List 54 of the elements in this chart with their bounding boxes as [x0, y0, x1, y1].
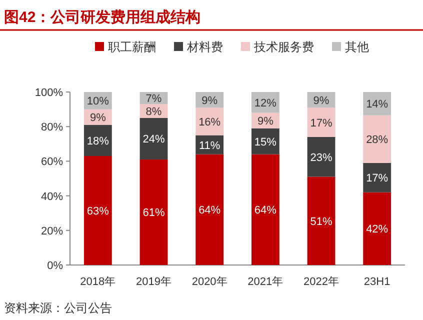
- x-tick-label: 2020年: [192, 276, 228, 288]
- bar: [84, 124, 112, 156]
- data-label: 9%: [257, 116, 274, 128]
- y-tick-label: 40%: [40, 190, 64, 203]
- x-tick-label: 2022年: [304, 276, 339, 288]
- bar: [363, 192, 392, 265]
- y-tick-label: 60%: [40, 156, 64, 168]
- legend-label: 材料费: [186, 40, 223, 54]
- data-label: 23%: [310, 152, 332, 164]
- bar: [363, 115, 392, 163]
- x-tick-label: 2019年: [136, 276, 172, 288]
- data-label: 28%: [366, 134, 388, 146]
- y-tick-label: 20%: [40, 225, 64, 238]
- bar: [84, 156, 112, 265]
- data-label: 64%: [198, 204, 221, 217]
- bar: [196, 154, 224, 265]
- bar: [307, 176, 336, 265]
- x-tick-label: 23H1: [364, 276, 390, 288]
- data-label: 61%: [142, 207, 165, 220]
- bar: [251, 154, 280, 265]
- data-label: 51%: [310, 216, 332, 228]
- x-tick-label: 2021年: [248, 276, 284, 288]
- data-label: 17%: [310, 117, 332, 130]
- data-label: 17%: [366, 172, 388, 185]
- bar: [196, 108, 224, 136]
- data-label: 16%: [198, 116, 221, 128]
- data-label: 64%: [254, 204, 277, 217]
- legend-label: 职工薪酬: [108, 40, 156, 54]
- bar: [140, 118, 168, 160]
- data-label: 18%: [86, 135, 110, 148]
- data-label: 24%: [142, 134, 165, 146]
- data-label: 7%: [146, 93, 162, 106]
- data-label: 12%: [254, 97, 277, 110]
- data-label: 9%: [313, 94, 330, 107]
- legend-label: 其他: [345, 40, 369, 54]
- data-label: 15%: [254, 136, 277, 148]
- data-label: 8%: [146, 106, 162, 118]
- data-label: 14%: [366, 98, 388, 111]
- data-label: 10%: [86, 96, 110, 108]
- data-label: 9%: [202, 94, 218, 107]
- bar: [140, 159, 168, 265]
- y-tick-label: 100%: [34, 87, 64, 99]
- text: 资料来源：公司公告: [4, 301, 112, 315]
- data-label: 11%: [198, 140, 220, 152]
- legend-label: 技术服务费: [253, 40, 314, 54]
- data-label: 63%: [86, 206, 110, 218]
- chart-title: 图42：公司研发费用组成结构: [4, 9, 201, 26]
- y-tick-label: 0%: [47, 260, 64, 272]
- data-label: 9%: [90, 112, 106, 124]
- y-tick-label: 80%: [40, 122, 64, 134]
- bar: [307, 136, 336, 177]
- bar: [363, 162, 392, 192]
- data-label: 42%: [366, 224, 388, 236]
- x-tick-label: 2018年: [80, 276, 116, 288]
